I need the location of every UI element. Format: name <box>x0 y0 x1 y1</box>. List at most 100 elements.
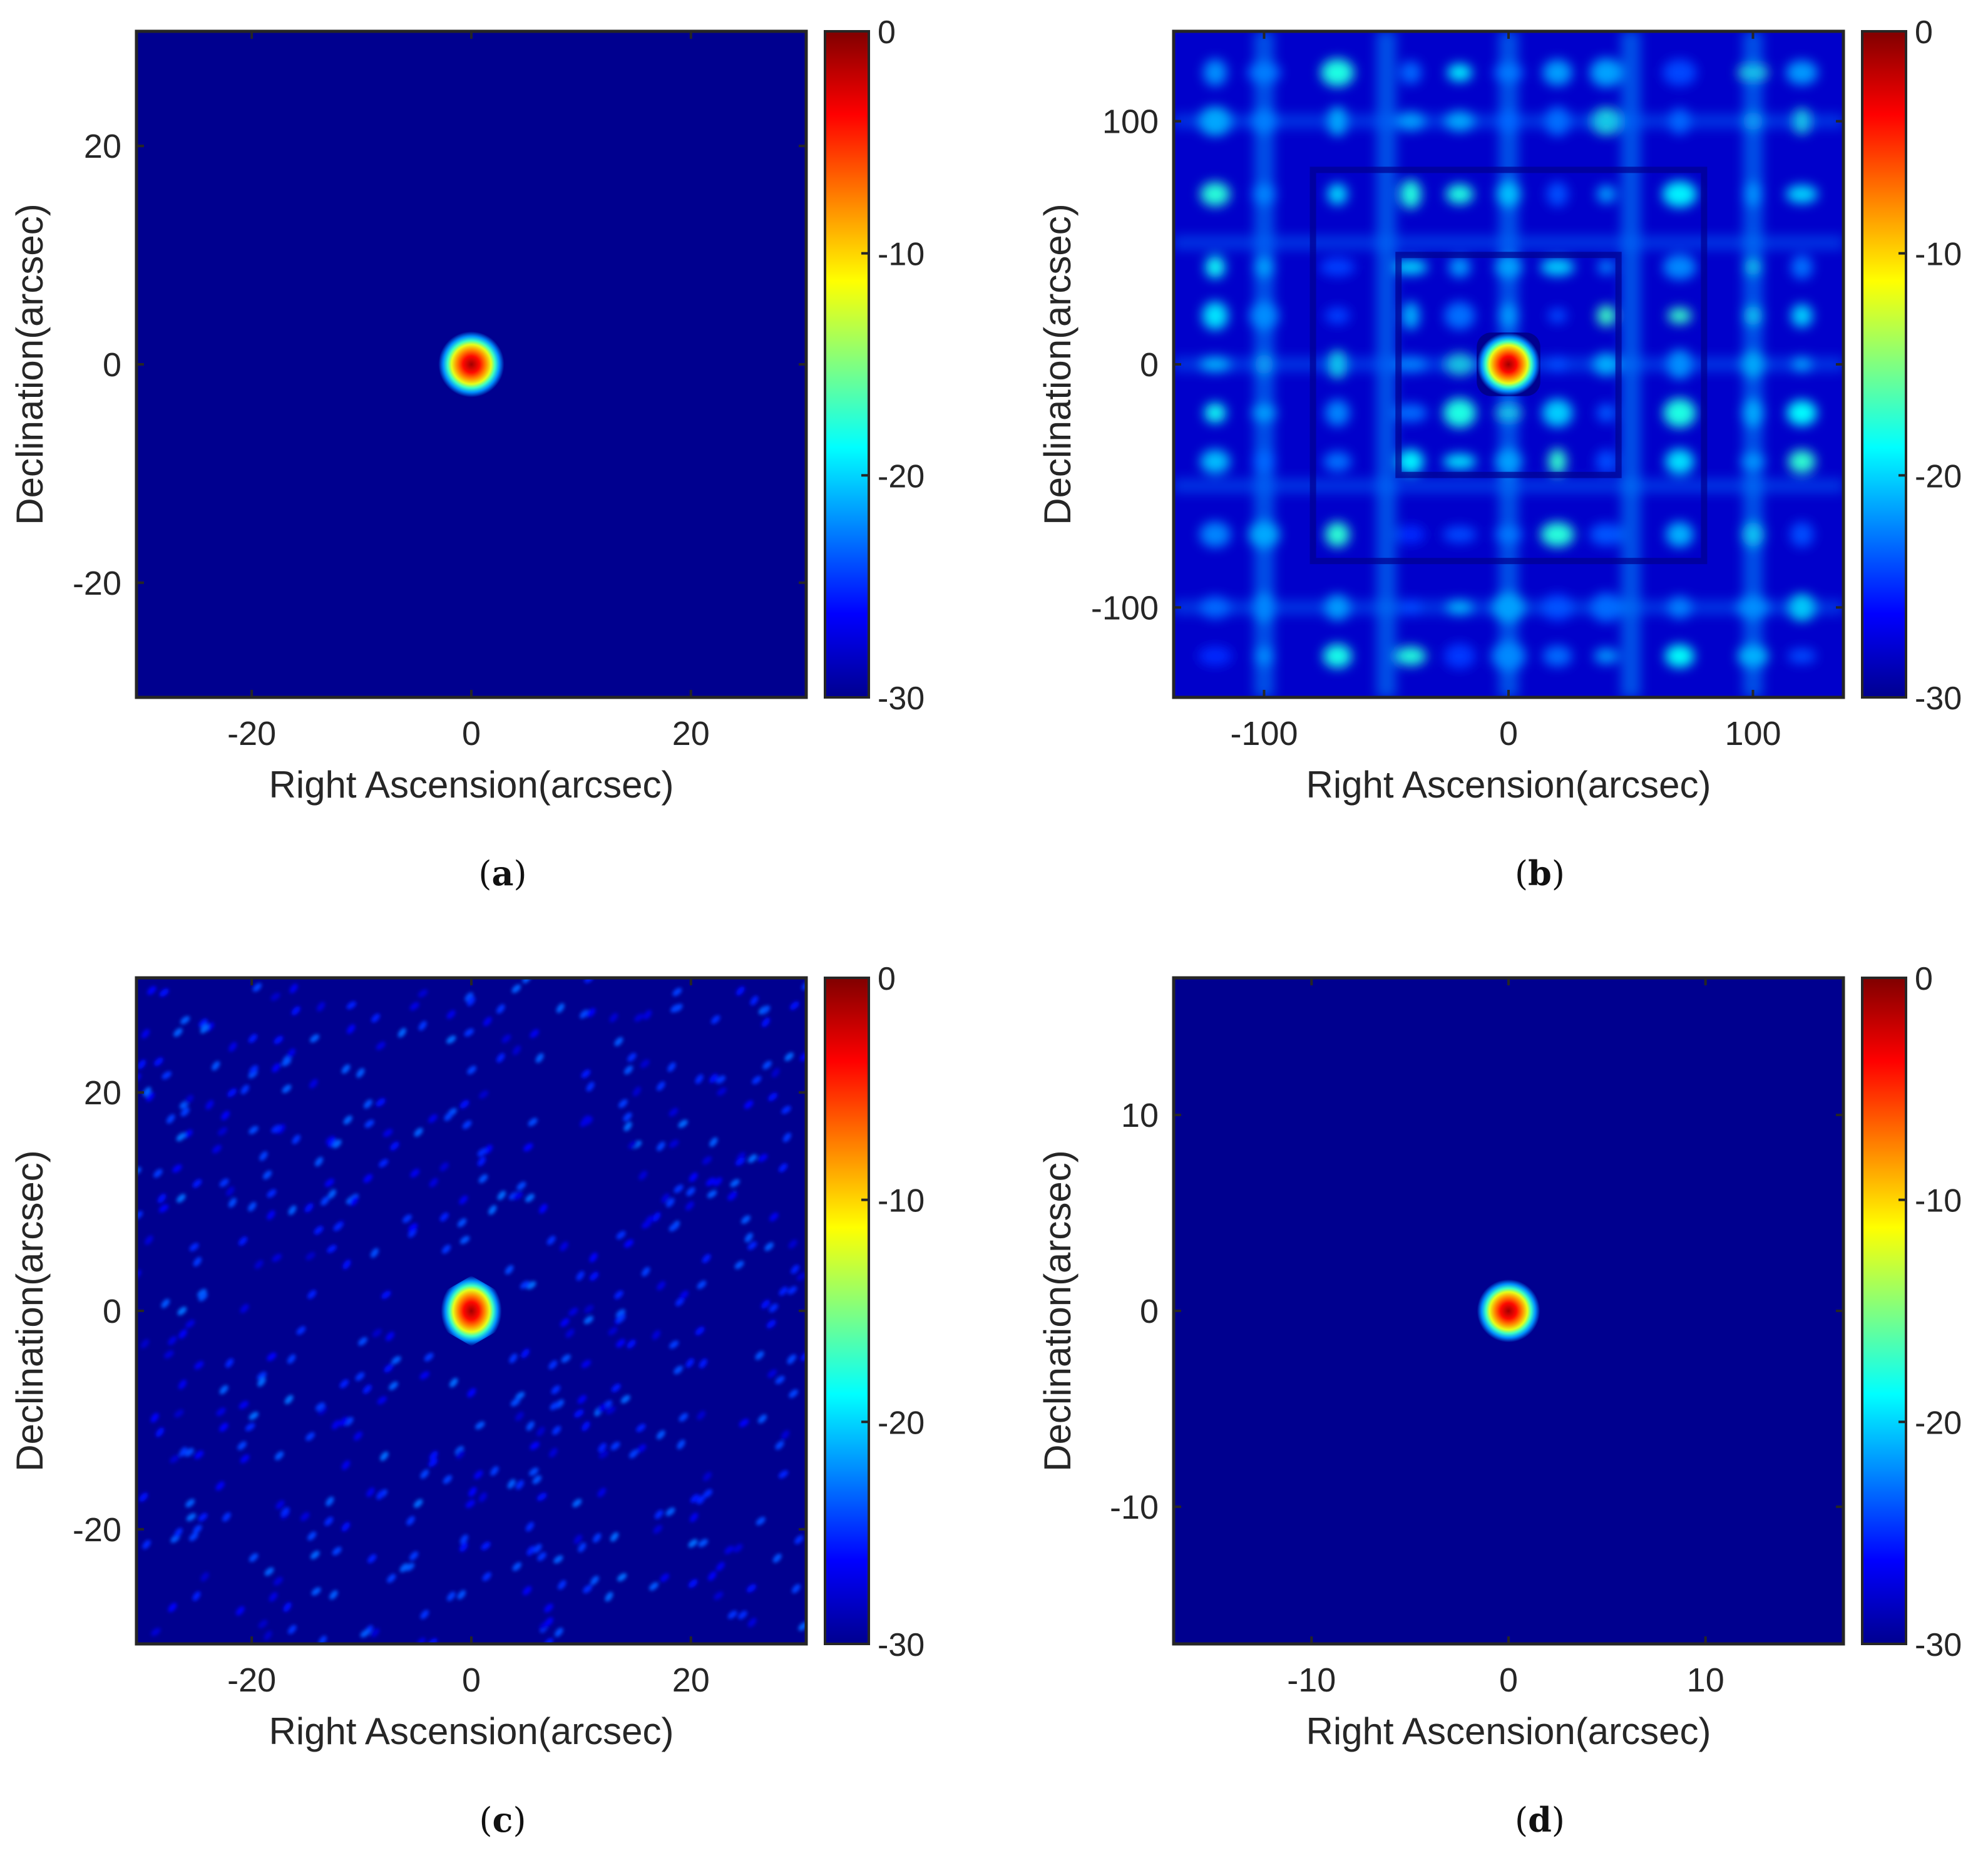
sidelobe-blob <box>150 1413 159 1423</box>
sidelobe-blob <box>792 1584 801 1594</box>
sidelobe-blob <box>418 989 428 998</box>
sidelobe-blob <box>212 1144 222 1154</box>
heatmap-field-a <box>438 331 505 398</box>
sidelobe-blob <box>537 1492 547 1501</box>
sidelobe-blob <box>291 1006 300 1015</box>
sidelobe-blob <box>407 1228 417 1238</box>
sidelobe-blob <box>404 1563 415 1571</box>
sidelobe-blob <box>142 1539 151 1549</box>
colorbar-tick-label: 0 <box>878 961 896 997</box>
sidelobe-blob <box>490 1466 499 1476</box>
colorbar-frame-b <box>1861 30 1907 699</box>
sidelobe-blob <box>397 1028 406 1038</box>
sidelobe-blob <box>468 1487 477 1497</box>
sidelobe-blob <box>634 1014 644 1022</box>
sidelobe-blob <box>640 1059 650 1069</box>
sidelobe-blob <box>343 1115 352 1125</box>
sidelobe-blob <box>488 1205 497 1215</box>
sidelobe-blob <box>789 1389 799 1399</box>
sidelobe-blob <box>173 1028 183 1037</box>
x-tick-label: -100 <box>1230 715 1298 752</box>
sidelobe-blob <box>198 1512 208 1522</box>
sidelobe-blob <box>183 1129 193 1139</box>
sidelobe-blob <box>523 1586 532 1596</box>
sidelobe-blob <box>366 1487 375 1497</box>
sidelobe-blob <box>417 1637 426 1644</box>
y-tick-label: -100 <box>1091 589 1159 627</box>
sidelobe-blob <box>462 1120 472 1129</box>
sidelobe-blob <box>526 1546 535 1556</box>
sidelobe-blob <box>515 1412 524 1421</box>
sidelobe-blob <box>583 1315 594 1325</box>
sidelobe-blob <box>1394 404 1428 423</box>
sidelobe-blob <box>511 984 521 993</box>
sidelobe-blob <box>1664 644 1694 668</box>
sidelobe-blob <box>327 1137 336 1147</box>
sidelobe-blob <box>258 1619 268 1629</box>
sidelobe-blob <box>164 1350 174 1359</box>
sidelobe-blob <box>516 1181 526 1191</box>
sidelobe-blob <box>513 1191 523 1200</box>
sidelobe-blob <box>310 1551 320 1559</box>
sidelobe-blob <box>287 1354 296 1364</box>
sidelobe-blob <box>363 1174 373 1183</box>
sidelobe-blob <box>441 1245 451 1254</box>
sidelobe-blob <box>627 1339 636 1349</box>
sidelobe-blob <box>447 1591 456 1601</box>
y-tick-label: 0 <box>103 1293 121 1330</box>
sidelobe-blob <box>477 1156 486 1166</box>
sidelobe-blob <box>661 1193 670 1203</box>
sidelobe-blob <box>346 1001 357 1010</box>
sidelobe-blob <box>339 1379 349 1388</box>
sidelobe-blob <box>708 1571 717 1581</box>
sidelobe-blob <box>274 1035 284 1044</box>
sidelobe-blob <box>593 1533 602 1543</box>
sidelobe-blob <box>467 996 476 1006</box>
x-tick-label: -10 <box>1287 1661 1336 1699</box>
sidelobe-blob <box>248 1553 259 1563</box>
sidelobe-blob <box>1540 258 1575 276</box>
sidelobe-blob <box>582 1421 590 1431</box>
sidelobe-blob <box>697 1280 707 1290</box>
sidelobe-blob <box>367 1554 377 1563</box>
sidelobe-blob <box>324 1516 334 1526</box>
sidelobe-blob <box>364 1119 374 1128</box>
sidelobe-blob <box>727 1610 737 1619</box>
sidelobe-blob <box>713 1177 722 1186</box>
sidelobe-blob <box>332 1139 342 1149</box>
sidelobe-blob <box>464 1028 474 1037</box>
sidelobe-blob <box>616 1338 625 1348</box>
sidelobe-blob <box>551 1385 561 1394</box>
sidelobe-blob <box>536 1427 545 1437</box>
sidelobe-blob <box>157 1193 167 1203</box>
sidelobe-blob <box>317 1002 325 1012</box>
sidelobe-blob <box>155 1427 165 1437</box>
sidelobe-blob <box>311 1587 321 1596</box>
sidelobe-blob <box>219 1178 229 1188</box>
sidelobe-blob <box>429 1178 438 1188</box>
sidelobe-blob <box>274 1576 283 1586</box>
sidelobe-blob <box>296 1326 306 1335</box>
sidelobe-blob <box>530 1029 540 1039</box>
sidelobe-blob <box>605 1591 613 1602</box>
sidelobe-blob <box>539 1204 548 1214</box>
colorbar-tick-label: -30 <box>878 680 925 717</box>
sidelobe-blob <box>744 1233 753 1243</box>
sidelobe-blob <box>507 1479 516 1489</box>
sidelobe-blob <box>192 1591 201 1601</box>
sidelobe-blob <box>781 1430 790 1440</box>
sidelobe-blob <box>449 1378 458 1388</box>
sidelobe-blob <box>649 1582 658 1591</box>
sidelobe-blob <box>548 1360 558 1370</box>
sidelobe-blob <box>305 1251 315 1261</box>
sidelobe-blob <box>1444 302 1475 330</box>
sidelobe-blob <box>259 1151 268 1161</box>
x-axis-label: Right Ascension(arcsec) <box>1306 764 1711 806</box>
sidelobe-blob <box>698 1539 709 1548</box>
sidelobe-blob <box>1327 183 1348 205</box>
sidelobe-blob <box>598 1442 607 1452</box>
sidelobe-blob <box>371 1013 381 1023</box>
sidelobe-blob <box>379 1159 389 1168</box>
sidelobe-blob <box>283 1602 292 1612</box>
sidelobe-blob <box>610 1442 620 1450</box>
